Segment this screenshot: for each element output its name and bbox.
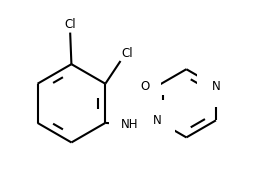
Text: Cl: Cl bbox=[122, 47, 133, 60]
Text: O: O bbox=[140, 80, 150, 93]
Text: Cl: Cl bbox=[64, 18, 76, 31]
Text: N: N bbox=[212, 80, 220, 93]
Text: N: N bbox=[152, 114, 161, 127]
Text: NH: NH bbox=[121, 118, 138, 131]
